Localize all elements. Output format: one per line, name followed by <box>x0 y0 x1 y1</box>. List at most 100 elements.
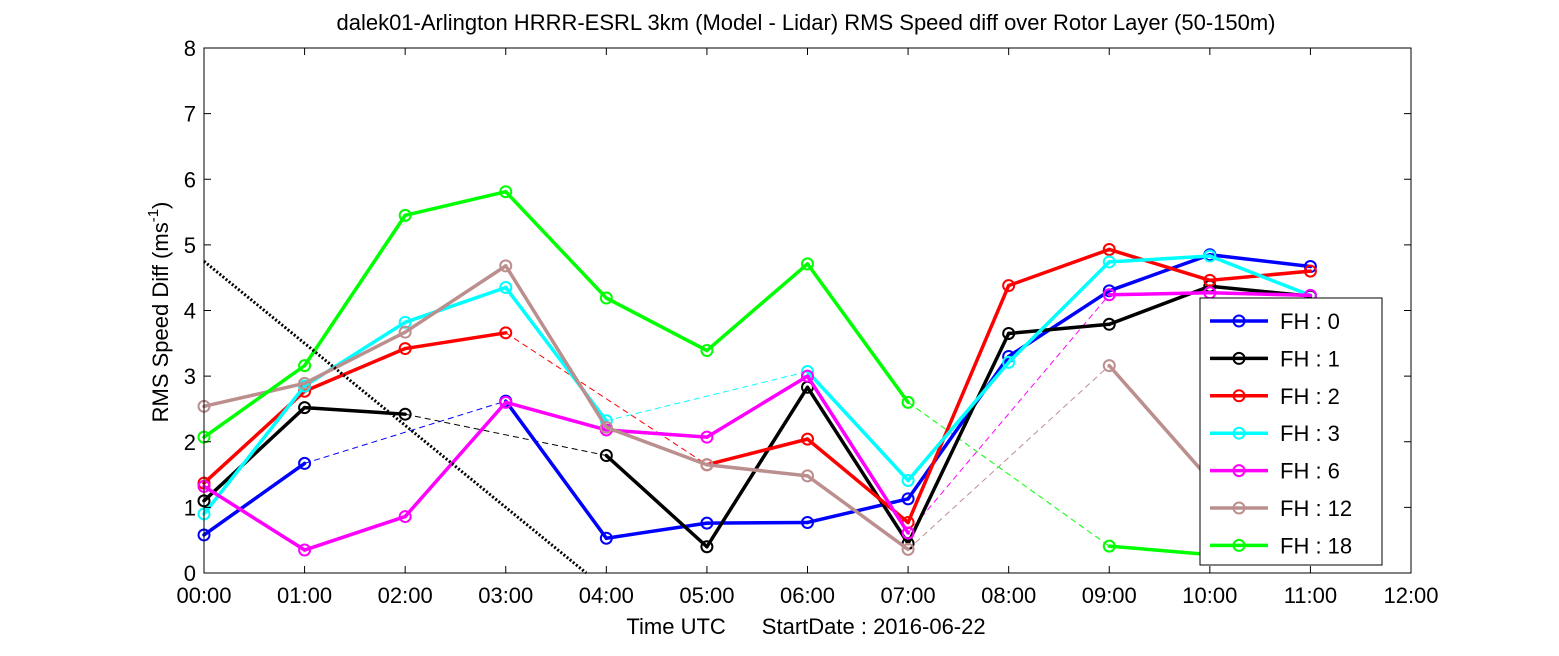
series-fh-0-point <box>700 516 714 530</box>
series-fh-0-point <box>298 456 312 470</box>
series-fh-12-point <box>298 376 312 390</box>
series-fh-2-segment <box>705 437 810 467</box>
series-fh-2-point <box>1203 273 1217 287</box>
series-fh-2-point <box>1002 279 1016 293</box>
series-fh-6-segment <box>604 428 709 439</box>
series-fh-12-segment <box>805 474 910 552</box>
x-tick-label: 04:00 <box>579 583 634 608</box>
series-fh-3-point <box>1102 255 1116 269</box>
series-fh-3-point <box>1002 355 1016 369</box>
series-fh-3-segment <box>1208 254 1313 298</box>
series-fh-12-segment <box>403 264 508 334</box>
series-fh-6-segment <box>1208 291 1313 298</box>
x-tick-label: 12:00 <box>1383 583 1438 608</box>
series-fh-1-segment <box>1006 322 1111 336</box>
series-fh-6-point <box>801 369 814 383</box>
series-fh-3-segment <box>1107 254 1212 264</box>
series-fh-18-point <box>801 257 814 271</box>
y-axis-label-group: RMS Speed Diff (ms-1) <box>145 202 173 423</box>
series-fh-1-segment <box>805 385 910 546</box>
series-fh-6-point <box>298 543 312 557</box>
series-fh-3-point <box>398 315 412 329</box>
x-tick-label: 05:00 <box>679 583 734 608</box>
legend-marker-fh-12 <box>1232 501 1246 515</box>
y-tick-label: 6 <box>184 167 196 192</box>
series-fh-1-point <box>599 449 613 463</box>
series-fh-1-segment <box>302 405 407 416</box>
series-fh-6-point <box>1102 288 1116 302</box>
series-fh-1-point <box>700 540 714 554</box>
series-fh-2-point <box>499 326 513 340</box>
series-fh-18-segment <box>302 213 407 368</box>
series-lines <box>197 185 1317 562</box>
series-fh-18-segment <box>705 262 810 353</box>
x-tick-label: 08:00 <box>981 583 1036 608</box>
series-fh-3-segment <box>403 285 508 325</box>
series-fh-0-segment <box>604 521 709 540</box>
series-fh-0-segment <box>1107 252 1212 293</box>
series-fh-3-point <box>1203 249 1217 263</box>
series-fh-2-segment <box>1107 247 1212 283</box>
y-tick-label: 0 <box>184 561 196 586</box>
series-fh-12-segment <box>302 330 407 386</box>
series-fh-1-segment <box>705 385 810 549</box>
series-fh-12-point <box>499 259 513 273</box>
legend-label-fh-1: FH : 1 <box>1280 346 1340 371</box>
series-fh-6-point <box>398 510 412 524</box>
x-tick-label: 00:00 <box>176 583 231 608</box>
series-fh-0-point <box>901 492 915 506</box>
series-fh-12-gap-segment <box>907 365 1110 550</box>
x-tick-label: 09:00 <box>1082 583 1137 608</box>
series-fh-12-segment <box>705 462 810 478</box>
series-fh-1-point <box>1102 317 1116 331</box>
y-tick-label: 4 <box>184 299 196 324</box>
trend-line-segment <box>203 260 588 575</box>
series-fh-12-point <box>398 325 412 339</box>
legend-label-fh-6: FH : 6 <box>1280 459 1340 484</box>
y-tick-label: 3 <box>184 364 196 389</box>
trend-line <box>203 260 588 575</box>
series-fh-2-point <box>801 432 814 446</box>
dashed-gap-lines <box>304 294 1110 550</box>
x-tick-label: 11:00 <box>1284 583 1337 608</box>
series-fh-0-point <box>801 515 814 529</box>
series-fh-12-segment <box>604 425 709 467</box>
x-tick-label: 10:00 <box>1182 583 1237 608</box>
series-fh-2-segment <box>302 346 407 393</box>
x-axis-label: Time UTC <box>626 614 726 639</box>
x-tick-label: 07:00 <box>881 583 936 608</box>
legend-label-fh-18: FH : 18 <box>1280 533 1352 558</box>
series-fh-18-segment <box>805 262 910 405</box>
series-fh-18-point <box>700 344 714 358</box>
series-fh-1-segment <box>906 331 1011 546</box>
series-fh-1-segment <box>202 405 307 503</box>
y-axis-ticks: 0 1 2 3 4 5 6 7 8 <box>184 36 1411 586</box>
legend-label-fh-12: FH : 12 <box>1280 496 1352 521</box>
series-fh-18-point <box>298 359 312 373</box>
series-fh-6-gap-segment <box>907 294 1110 534</box>
legend-label-fh-0: FH : 0 <box>1280 309 1340 334</box>
series-fh-12-point <box>599 420 613 434</box>
series-fh-12-point <box>901 542 915 556</box>
x-tick-label: 01:00 <box>277 583 332 608</box>
series-fh-18-segment <box>202 363 307 439</box>
y-tick-label: 5 <box>184 233 196 258</box>
series-fh-6-segment <box>202 484 307 552</box>
legend: FH : 0 FH : 1 FH : 2 FH : 3 FH : 6 FH : 12 FH … <box>1199 297 1383 566</box>
series-fh-0-segment <box>202 461 307 537</box>
x-axis-label-group: Time UTC StartDate : 2016-06-22 <box>626 614 985 639</box>
series-fh-2-point <box>1102 242 1116 256</box>
series-fh-6-point <box>499 395 513 409</box>
x-tick-label: 02:00 <box>378 583 433 608</box>
legend-marker-fh-18 <box>1232 538 1246 552</box>
series-fh-0-segment <box>504 399 609 540</box>
y-tick-label: 1 <box>184 495 196 520</box>
series-fh-18-point <box>398 208 412 222</box>
series-fh-3-point <box>901 473 915 487</box>
series-fh-2-segment <box>1006 247 1111 288</box>
series-fh-2-point <box>1303 264 1317 278</box>
legend-marker-fh-6 <box>1232 464 1246 478</box>
legend-label-fh-2: FH : 2 <box>1280 384 1340 409</box>
